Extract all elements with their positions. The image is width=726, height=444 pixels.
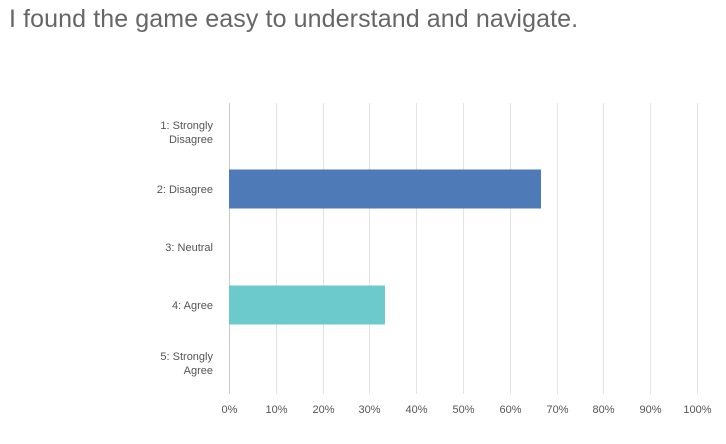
x-tick-label: 90% <box>639 404 661 416</box>
category-label: 2: Disagree <box>157 184 213 196</box>
category-label: 4: Agree <box>172 300 213 312</box>
x-tick-label: 40% <box>405 404 427 416</box>
x-tick-labels: 0% 10% 20% 30% 40% 50% 60% 70% 80% 90% 100% <box>222 404 712 416</box>
x-tick-label: 10% <box>265 404 287 416</box>
x-tick-label: 70% <box>546 404 568 416</box>
x-tick-label: 50% <box>452 404 474 416</box>
x-tick-label: 100% <box>683 404 711 416</box>
bar-2 <box>229 169 542 209</box>
x-tick-label: 0% <box>222 404 238 416</box>
category-label: 5: Strongly Agree <box>160 351 213 377</box>
x-tick-label: 20% <box>312 404 334 416</box>
category-labels: 1: Strongly Disagree 2: Disagree 3: Neutral… <box>157 120 214 377</box>
x-tick-label: 30% <box>358 404 380 416</box>
question-title: I found the game easy to understand and … <box>9 5 579 33</box>
gridlines <box>229 103 698 394</box>
category-label: 1: Strongly Disagree <box>160 120 213 146</box>
category-label: 3: Neutral <box>165 242 213 254</box>
bars <box>229 169 542 325</box>
bar-4 <box>229 285 385 325</box>
x-tick-label: 80% <box>592 404 614 416</box>
x-tick-label: 60% <box>499 404 521 416</box>
